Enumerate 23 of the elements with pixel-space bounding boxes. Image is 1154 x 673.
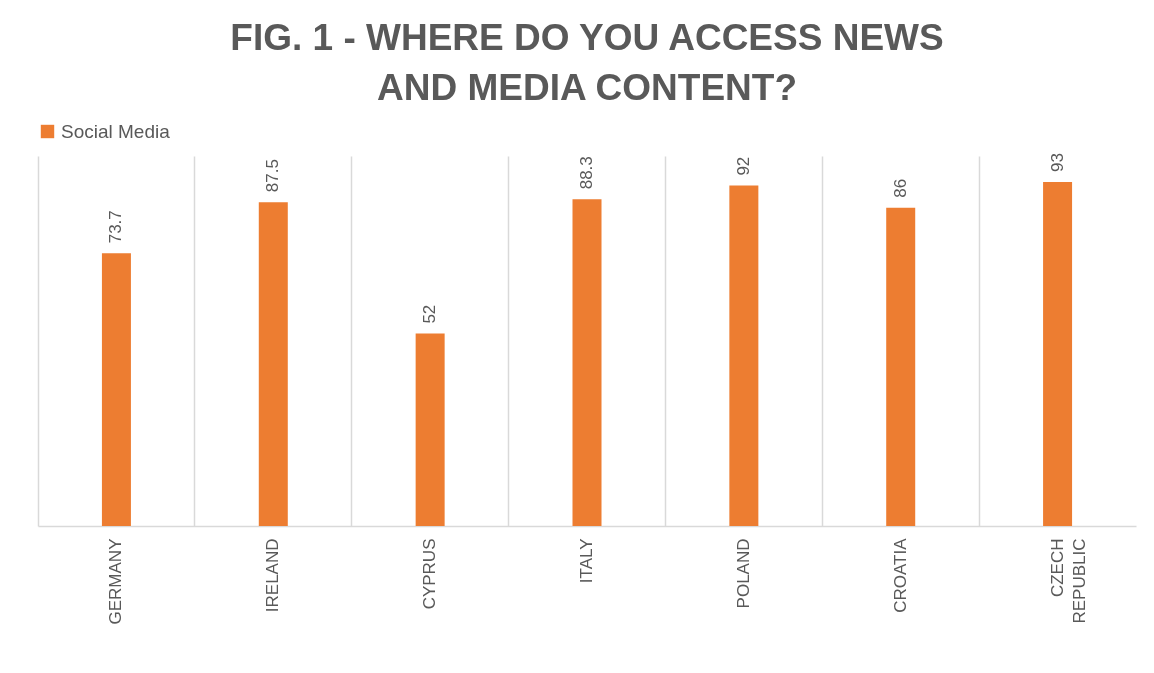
legend-label: Social Media <box>61 120 171 142</box>
chart-title: FIG. 1 - WHERE DO YOU ACCESS NEWS AND MEDIA CONTENT? <box>230 17 944 108</box>
x-tick-label: GERMANY <box>106 538 126 625</box>
x-tick-label: CYPRUS <box>420 538 440 610</box>
data-label: 92 <box>733 156 753 176</box>
bar <box>886 207 916 526</box>
bar <box>415 333 445 526</box>
x-tick-label: IRELAND <box>263 538 283 613</box>
data-label: 52 <box>420 304 440 324</box>
data-label: 86 <box>890 178 910 198</box>
x-tick-label: CROATIA <box>890 537 910 613</box>
bar <box>101 253 131 526</box>
bar <box>258 202 288 526</box>
data-label: 73.7 <box>106 210 126 244</box>
data-label: 87.5 <box>263 159 283 193</box>
x-tick-label: ITALY <box>577 538 596 584</box>
bar <box>729 185 759 526</box>
x-tick-label: POLAND <box>733 538 753 609</box>
x-tick-label: CZECH REPUBLIC <box>1047 538 1089 624</box>
bar <box>1043 181 1073 526</box>
data-label: 93 <box>1047 152 1067 172</box>
bar <box>572 199 602 526</box>
data-label: 88.3 <box>577 156 596 190</box>
